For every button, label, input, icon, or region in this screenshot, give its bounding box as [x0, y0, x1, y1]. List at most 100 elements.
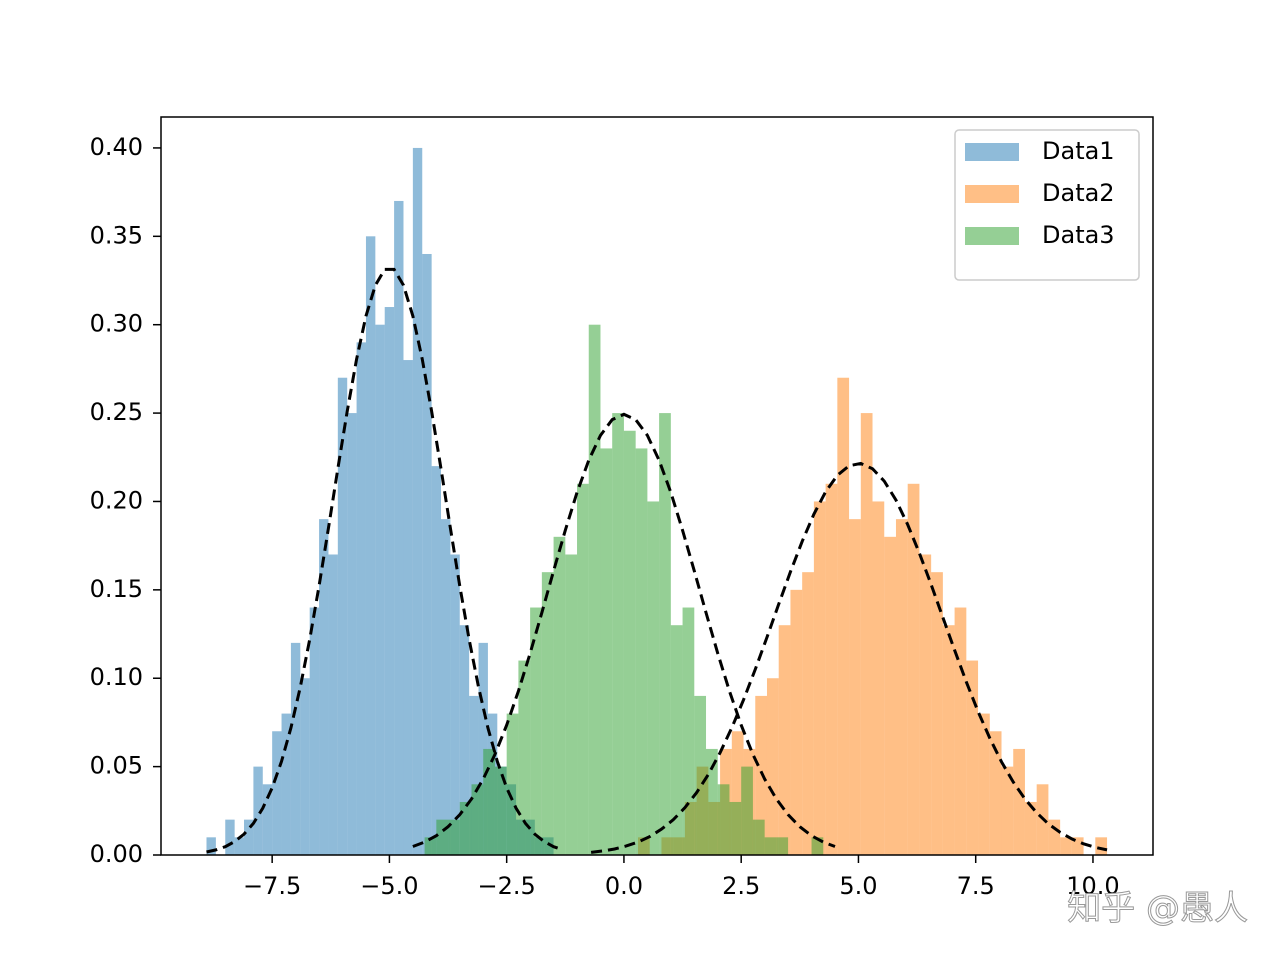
- histogram-bar: [1095, 837, 1108, 855]
- histogram-bar: [471, 784, 484, 855]
- histogram-bar: [244, 819, 254, 855]
- histogram-bar: [553, 536, 566, 855]
- histogram-bar: [954, 607, 967, 855]
- histogram-bar: [752, 819, 765, 855]
- y-tick-label: 0.25: [90, 398, 143, 426]
- histogram-bar: [978, 713, 990, 855]
- histogram-bar: [600, 448, 613, 855]
- histogram-bar: [541, 572, 554, 855]
- x-tick-label: 7.5: [957, 872, 995, 900]
- plot-frame: [160, 116, 1154, 856]
- histogram-bar: [422, 253, 432, 855]
- y-tick-label: 0.35: [90, 221, 143, 249]
- histogram-bar: [347, 413, 357, 855]
- histogram-bar: [441, 519, 451, 855]
- histogram-bar: [483, 748, 495, 855]
- histogram-bar: [635, 448, 648, 855]
- histogram-bar: [884, 536, 896, 855]
- histogram-bar: [424, 837, 437, 855]
- histogram-bar: [384, 307, 395, 856]
- histogram-bar: [356, 342, 366, 855]
- histogram-bar: [989, 731, 1002, 855]
- histogram-bar: [919, 554, 932, 855]
- histogram-bar: [436, 819, 449, 855]
- histogram-bar: [766, 678, 779, 855]
- histogram-bar: [375, 324, 385, 856]
- histogram-bar: [469, 695, 479, 855]
- histogram-bar: [729, 801, 742, 855]
- histogram-bar: [670, 625, 683, 855]
- histogram-bar: [813, 501, 826, 855]
- histogram-bar: [459, 625, 470, 855]
- x-tick-label: 0.0: [605, 872, 643, 900]
- x-tick-label: −2.5: [478, 872, 536, 900]
- histogram-bar: [1071, 837, 1084, 855]
- x-tick-label: −7.5: [243, 872, 301, 900]
- histogram-bar: [659, 413, 671, 855]
- histogram-bar: [262, 784, 273, 855]
- legend: Data1 Data2 Data3: [954, 129, 1140, 281]
- fit-curve: [206, 267, 564, 854]
- histogram-bar: [731, 731, 744, 855]
- histogram-bar: [225, 819, 235, 855]
- y-tick-label: 0.05: [90, 752, 143, 780]
- x-tick-label: 2.5: [722, 872, 760, 900]
- histogram-bar: [588, 324, 601, 856]
- legend-swatch: [965, 227, 1019, 245]
- histogram-bar: [253, 766, 263, 855]
- histogram-bar: [895, 519, 908, 855]
- histogram-bar: [365, 236, 376, 855]
- histogram-bar: [706, 748, 718, 855]
- histogram-bar: [272, 731, 282, 855]
- histogram-bar: [825, 483, 838, 855]
- y-tick-label: 0.10: [90, 663, 143, 691]
- histogram-bar: [206, 837, 216, 855]
- watermark: 知乎 @愚人: [1067, 889, 1248, 929]
- histogram-bar: [506, 713, 519, 855]
- histogram-bar: [764, 837, 777, 855]
- histogram-bar: [694, 695, 707, 855]
- histogram-bar: [1060, 837, 1072, 855]
- histogram-bar: [234, 837, 245, 855]
- histogram-bar: [448, 819, 460, 855]
- y-tick-label: 0.00: [90, 840, 143, 868]
- y-tick-label: 0.20: [90, 486, 143, 514]
- histogram-bar: [1048, 819, 1061, 855]
- histogram-bar: [623, 430, 636, 855]
- x-tick-label: 5.0: [839, 872, 877, 900]
- histogram-bar: [403, 360, 413, 855]
- legend-swatch: [965, 185, 1019, 203]
- histogram-bar: [328, 554, 338, 855]
- histogram-bar: [612, 413, 624, 855]
- y-tick-label: 0.15: [90, 575, 143, 603]
- histogram-bar: [872, 501, 885, 855]
- histogram-bar: [860, 413, 873, 855]
- x-tick-label: −5.0: [360, 872, 418, 900]
- histogram-bar: [494, 766, 507, 855]
- histogram-bar: [518, 660, 531, 855]
- histogram-bar: [811, 837, 824, 855]
- histogram-bar: [717, 784, 730, 855]
- histogram-bar: [966, 660, 979, 855]
- histogram-bar: [337, 377, 348, 855]
- histogram-bar: [907, 483, 920, 855]
- histogram-bar: [577, 483, 589, 855]
- legend-label: Data3: [1042, 221, 1115, 249]
- histogram-bar: [1013, 748, 1025, 855]
- histogram-bar: [412, 147, 423, 855]
- histogram-bar: [849, 519, 861, 855]
- histogram-bar: [1024, 801, 1037, 855]
- histogram-bar: [431, 466, 442, 855]
- histogram-bar: [281, 713, 291, 855]
- y-tick-label: 0.30: [90, 310, 143, 338]
- histogram-bar: [530, 607, 542, 855]
- histogram-bar: [837, 377, 850, 855]
- histogram-bar: [450, 554, 460, 855]
- histogram-bar: [755, 695, 767, 855]
- fit-curve: [412, 412, 836, 848]
- histogram-bar: [319, 519, 329, 855]
- legend-label: Data2: [1042, 179, 1115, 207]
- y-tick-label: 0.40: [90, 133, 143, 161]
- x-tick-label: 10.0: [1066, 872, 1119, 900]
